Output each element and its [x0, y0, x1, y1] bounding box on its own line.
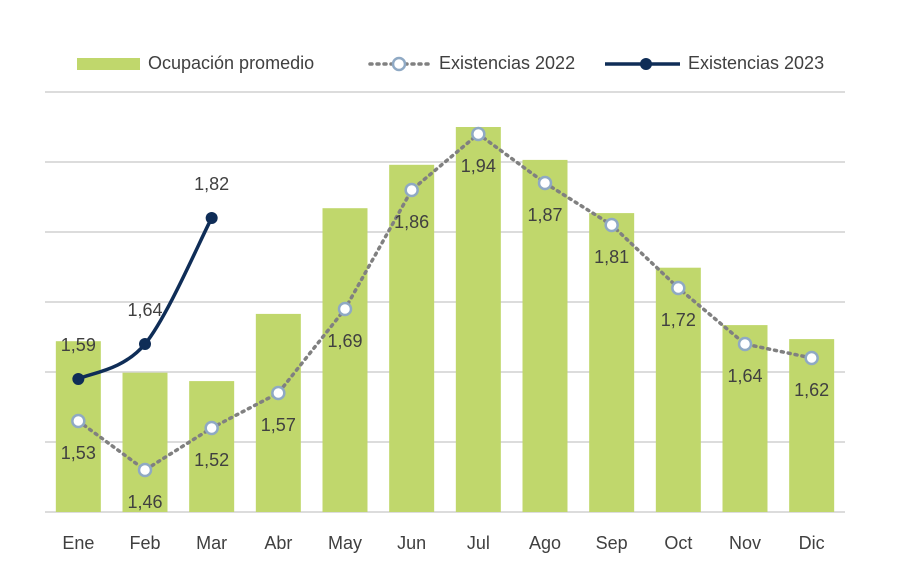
bar: [189, 381, 235, 512]
marker: [604, 217, 619, 233]
x-tick-label: Sep: [596, 533, 628, 553]
data-label: 1,59: [61, 335, 96, 355]
data-label: 1,82: [194, 174, 229, 194]
data-label: 1,69: [327, 331, 362, 351]
marker: [537, 175, 553, 191]
bar: [322, 208, 368, 512]
marker: [204, 420, 219, 436]
bar: [122, 372, 168, 512]
marker: [205, 212, 218, 224]
legend-label: Existencias 2023: [688, 53, 824, 73]
data-label: 1,53: [61, 443, 96, 463]
data-label: 1,81: [594, 247, 629, 267]
marker: [671, 280, 686, 296]
bar: [655, 267, 701, 512]
x-tick-label: Abr: [264, 533, 292, 553]
marker: [737, 336, 753, 352]
data-label: 1,94: [461, 156, 496, 176]
bar: [255, 313, 301, 512]
line-2022: [76, 131, 814, 473]
x-tick-label: Ago: [529, 533, 561, 553]
marker: [71, 413, 86, 429]
legend-marker: [640, 58, 652, 70]
data-label: 1,64: [127, 300, 162, 320]
data-label: 1,87: [527, 205, 562, 225]
marker: [337, 301, 353, 317]
x-tick-label: Mar: [196, 533, 227, 553]
bar: [389, 164, 435, 513]
legend-label: Existencias 2022: [439, 53, 575, 73]
x-tick-label: Jun: [397, 533, 426, 553]
legend-label: Ocupación promedio: [148, 53, 314, 73]
marker: [404, 182, 419, 198]
data-label: 1,72: [661, 310, 696, 330]
x-tick-label: Ene: [62, 533, 94, 553]
bar: [589, 213, 635, 512]
marker: [271, 385, 286, 401]
bar: [789, 339, 835, 512]
bar: [455, 127, 501, 512]
data-label: 1,52: [194, 450, 229, 470]
data-label: 1,62: [794, 380, 829, 400]
x-tick-label: Nov: [729, 533, 761, 553]
legend-marker: [391, 56, 407, 72]
data-label: 1,57: [261, 415, 296, 435]
data-label: 1,64: [727, 366, 762, 386]
marker: [137, 462, 153, 478]
legend-swatch: [77, 58, 140, 70]
x-tick-label: Feb: [129, 533, 160, 553]
x-tick-label: Jul: [467, 533, 490, 553]
bar: [522, 159, 568, 512]
x-tick-label: Dic: [799, 533, 825, 553]
x-tick-label: May: [328, 533, 362, 553]
marker: [804, 350, 819, 366]
marker: [139, 338, 151, 350]
bar: [722, 325, 768, 512]
marker: [471, 126, 486, 142]
marker: [72, 373, 85, 385]
x-tick-label: Oct: [664, 533, 692, 553]
data-label: 1,46: [127, 492, 162, 512]
data-label: 1,86: [394, 212, 429, 232]
